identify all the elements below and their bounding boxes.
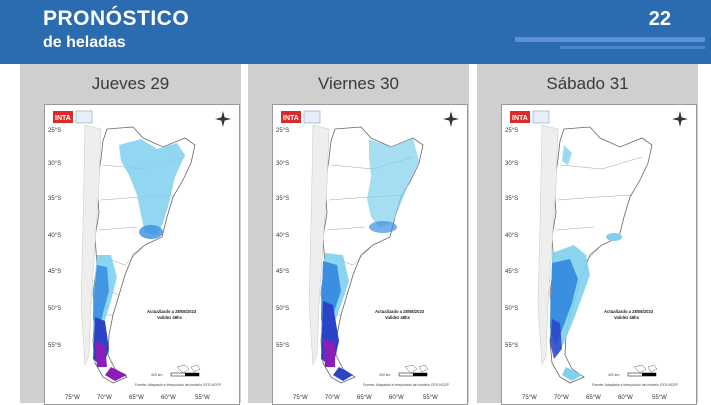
lon-label: 55°W (652, 395, 667, 401)
lon-label: 55°W (423, 395, 438, 401)
header-banner: PRONÓSTICO de heladas 22 (0, 0, 711, 64)
lon-label: 75°W (293, 395, 308, 401)
ministry-logo (303, 110, 321, 124)
updated-text: Actualizado a 28/08/2023 (604, 309, 654, 314)
frost-map: 25°S 30°S 35°S 40°S 45°S 50°S 55°S 75°W 70°W 65°W… (501, 104, 697, 405)
islands (404, 364, 429, 374)
lon-label: 65°W (586, 395, 601, 401)
lat-label: 30°S (48, 161, 61, 167)
lon-label: 60°W (389, 395, 404, 401)
lat-label: 25°S (48, 128, 61, 134)
frost-overlay (321, 138, 419, 381)
frost-map: 25°S 30°S 35°S 40°S 45°S 50°S 55°S 75°W 70°W 65°W… (44, 104, 240, 405)
north-arrow (215, 111, 231, 127)
lat-label: 40°S (48, 233, 61, 239)
header-decor-bar (560, 46, 705, 49)
scale-label: 400 km (608, 373, 620, 377)
day-label: Jueves 29 (91, 74, 170, 93)
ministry-logo (532, 110, 550, 124)
lat-label: 40°S (505, 233, 518, 239)
ministry-logo (75, 110, 93, 124)
lat-label: 50°S (48, 306, 61, 312)
lon-label: 60°W (161, 395, 176, 401)
day-label: Viernes 30 (318, 74, 399, 93)
lat-label: 35°S (276, 196, 289, 202)
svg-text:INTA: INTA (512, 115, 528, 122)
scale-label: 400 km (379, 373, 391, 377)
source-text: Fuente: Adaptado e interpolado del model… (592, 383, 679, 387)
header-decor-bar (515, 37, 705, 42)
lon-label: 75°W (522, 395, 537, 401)
lat-label: 35°S (48, 196, 61, 202)
lon-label: 70°W (97, 395, 112, 401)
lat-label: 25°S (276, 128, 289, 134)
forecast-panel: Jueves 29 25°S 30°S 35°S 40°S 45°S 50°S 55°S 75… (20, 64, 241, 405)
north-arrow (443, 111, 459, 127)
header-title: PRONÓSTICO (43, 7, 190, 30)
chile-region (308, 124, 330, 366)
lon-label: 70°W (554, 395, 569, 401)
lat-label: 55°S (48, 343, 61, 349)
lat-label: 25°S (505, 128, 518, 134)
validity-text: Validez 48hs (614, 315, 640, 320)
lon-label: 75°W (65, 395, 80, 401)
scale-label: 400 km (151, 373, 163, 377)
validity-text: Validez 48hs (385, 315, 411, 320)
validity-text: Validez 48hs (157, 315, 183, 320)
frost-overlay (550, 145, 622, 381)
frost-map: 25°S 30°S 35°S 40°S 45°S 50°S 55°S 75°W 70°W 65°W… (272, 104, 468, 405)
islands (633, 364, 658, 374)
lat-label: 30°S (276, 161, 289, 167)
page-number: 22 (648, 8, 671, 30)
source-text: Fuente: Adaptado e interpolado del model… (363, 383, 450, 387)
lat-label: 45°S (276, 269, 289, 275)
inta-logo (53, 111, 73, 123)
lat-label: 55°S (276, 343, 289, 349)
islands (176, 364, 201, 374)
updated-text: Actualizado a 28/08/2023 (147, 309, 197, 314)
lat-label: 55°S (505, 343, 518, 349)
chile-region (537, 124, 559, 366)
source-text: Fuente: Adaptado e interpolado del model… (135, 383, 222, 387)
updated-text: Actualizado a 28/08/2023 (375, 309, 425, 314)
header-subtitle: de heladas (43, 34, 126, 51)
forecast-panel: Sábado 31 25°S 30°S 35°S 40°S 45°S 50°S 55°S 75… (477, 64, 698, 405)
chile-region (80, 124, 102, 366)
lon-label: 55°W (195, 395, 210, 401)
lon-label: 65°W (357, 395, 372, 401)
lat-label: 45°S (505, 269, 518, 275)
lon-label: 65°W (129, 395, 144, 401)
svg-text:INTA: INTA (55, 115, 71, 122)
lat-label: 40°S (276, 233, 289, 239)
svg-text:INTA: INTA (283, 115, 299, 122)
north-arrow (672, 111, 688, 127)
forecast-panel: Viernes 30 25°S 30°S 35°S 40°S 45°S 50°S 55°S 7… (248, 64, 469, 405)
lat-label: 30°S (505, 161, 518, 167)
lat-label: 35°S (505, 196, 518, 202)
lon-label: 70°W (325, 395, 340, 401)
lat-label: 50°S (276, 306, 289, 312)
day-label: Sábado 31 (546, 74, 629, 93)
lat-label: 50°S (505, 306, 518, 312)
lat-label: 45°S (48, 269, 61, 275)
frost-overlay (93, 139, 185, 381)
inta-logo (510, 111, 530, 123)
lon-label: 60°W (618, 395, 633, 401)
inta-logo (281, 111, 301, 123)
